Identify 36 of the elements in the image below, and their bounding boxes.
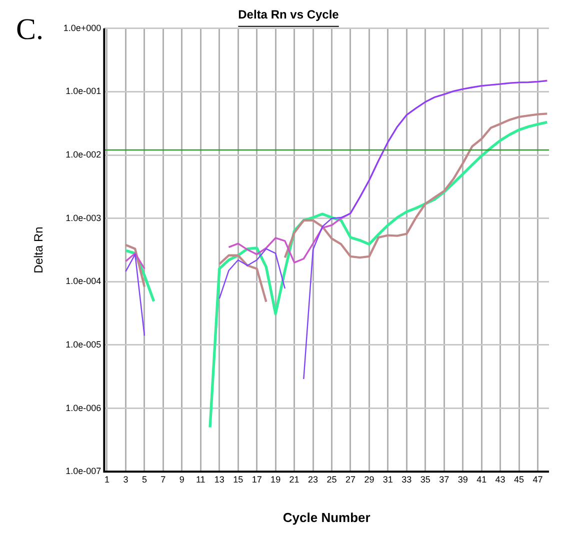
x-tick-label: 23 xyxy=(308,474,318,484)
x-tick-label: 21 xyxy=(289,474,300,484)
x-tick-label: 39 xyxy=(458,474,468,484)
x-tick-label: 19 xyxy=(270,474,281,484)
y-tick-label: 1.0e+000 xyxy=(63,22,102,33)
chart-title: Delta Rn vs Cycle xyxy=(238,8,340,22)
y-tick-label: 1.0e-006 xyxy=(66,402,102,413)
x-axis-title: Cycle Number xyxy=(282,510,370,525)
x-tick-label: 27 xyxy=(345,474,356,484)
x-tick-label: 31 xyxy=(382,474,393,484)
x-tick-label: 7 xyxy=(160,474,166,484)
x-tick-label: 5 xyxy=(142,474,147,484)
x-tick-label: 43 xyxy=(495,474,506,484)
y-tick-label: 1.0e-005 xyxy=(66,339,102,350)
x-tick-label: 37 xyxy=(439,474,450,484)
x-tick-label: 3 xyxy=(123,474,128,484)
text: C. xyxy=(16,12,44,46)
y-tick-label: 1.0e-002 xyxy=(66,150,102,160)
y-tick-label: 1.0e-001 xyxy=(66,86,102,96)
y-tick-label: 1.0e-004 xyxy=(66,276,102,286)
y-tick-label: 1.0e-007 xyxy=(66,466,102,476)
x-tick-label: 15 xyxy=(233,474,244,484)
x-tick-label: 25 xyxy=(326,474,337,484)
x-tick-label: 17 xyxy=(252,474,262,484)
y-axis-title: Delta Rn xyxy=(32,226,46,274)
x-tick-label: 13 xyxy=(214,474,224,484)
x-tick-label: 33 xyxy=(402,474,412,484)
x-tick-label: 41 xyxy=(476,474,487,484)
x-tick-label: 29 xyxy=(364,474,374,484)
x-tick-label: 1 xyxy=(104,474,110,484)
x-tick-label: 35 xyxy=(420,474,430,484)
x-tick-label: 47 xyxy=(532,474,543,484)
y-tick-label: 1.0e-003 xyxy=(66,212,102,223)
x-tick-label: 11 xyxy=(196,474,206,484)
x-tick-label: 9 xyxy=(179,474,184,484)
x-tick-label: 45 xyxy=(514,474,524,484)
